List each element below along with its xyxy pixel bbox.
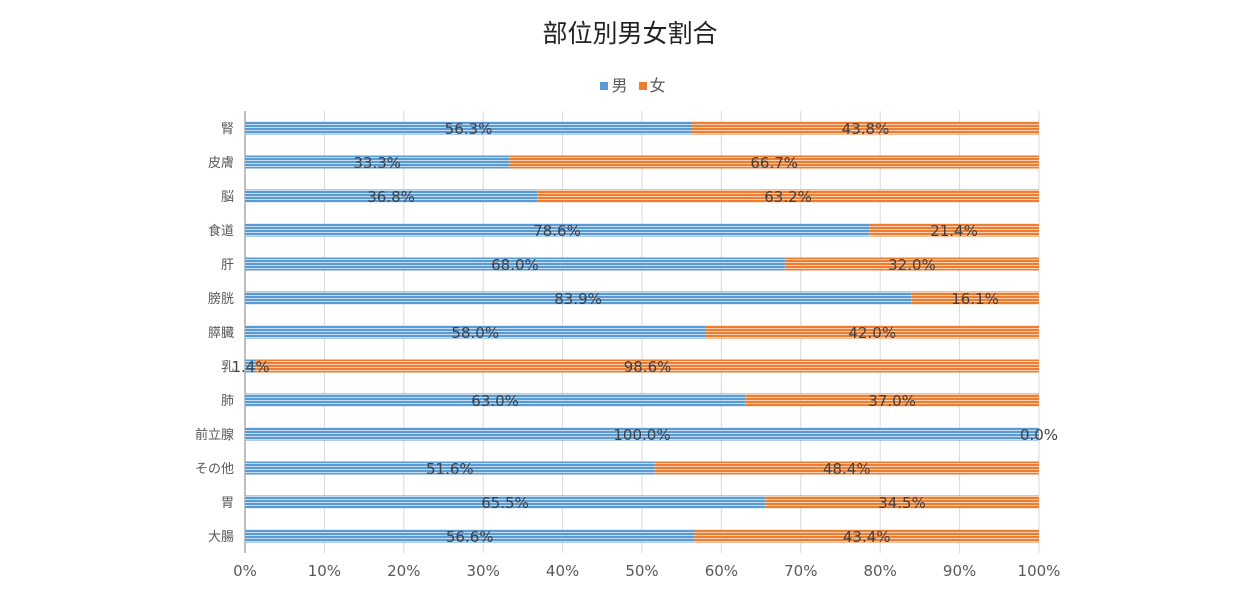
- data-label: 32.0%: [888, 256, 936, 274]
- data-label: 78.6%: [533, 222, 581, 240]
- category-label: 乳: [221, 360, 234, 375]
- bar-segment: [694, 529, 1039, 543]
- bar-segment: [692, 121, 1039, 135]
- bar-segment: [245, 291, 912, 305]
- x-tick-label: 20%: [387, 562, 420, 580]
- bar-segment: [245, 223, 870, 237]
- legend-swatch-male: [600, 82, 609, 90]
- category-label: 皮膚: [208, 155, 234, 171]
- bar-segment: [245, 189, 538, 203]
- data-label: 21.4%: [930, 222, 978, 240]
- category-label: 膀胱: [208, 291, 234, 307]
- bar-segment: [256, 359, 1040, 373]
- data-label: 100.0%: [613, 426, 670, 444]
- data-label: 51.6%: [426, 460, 474, 478]
- category-label: その他: [195, 462, 234, 477]
- legend-label-male: 男: [611, 76, 628, 95]
- bar-segment: [245, 155, 510, 169]
- bar-segment: [245, 121, 693, 135]
- category-label: 前立腺: [195, 427, 234, 443]
- data-label: 0.0%: [1020, 426, 1058, 444]
- category-label: 胃: [221, 496, 234, 511]
- chart-title: 部位別男女割合: [542, 19, 718, 48]
- data-label: 1.4%: [232, 358, 270, 376]
- x-tick-label: 80%: [864, 562, 897, 580]
- data-label: 58.0%: [451, 324, 499, 342]
- x-tick-label: 70%: [784, 562, 817, 580]
- bar-segment: [765, 495, 1039, 509]
- legend: 男 女: [0, 72, 1260, 96]
- x-tick-label: 40%: [546, 562, 579, 580]
- data-label: 16.1%: [951, 290, 999, 308]
- data-label: 63.2%: [764, 188, 812, 206]
- x-tick-label: 50%: [625, 562, 658, 580]
- bar-segment: [245, 461, 655, 475]
- bar-segment: [245, 529, 695, 543]
- data-label: 83.9%: [554, 290, 602, 308]
- legend-label-female: 女: [649, 76, 666, 95]
- legend-swatch-female: [638, 82, 647, 90]
- bar-segment: [245, 427, 1039, 441]
- data-label: 66.7%: [750, 154, 798, 172]
- data-label: 36.8%: [367, 188, 415, 206]
- category-label: 食道: [208, 223, 234, 239]
- data-label: 56.6%: [446, 528, 494, 546]
- bar-segment: [245, 257, 785, 271]
- bar-segment: [911, 291, 1039, 305]
- x-tick-label: 90%: [943, 562, 976, 580]
- bar-segment: [869, 223, 1039, 237]
- x-tick-label: 60%: [705, 562, 738, 580]
- category-label: 肝: [221, 258, 234, 273]
- category-label: 大腸: [208, 530, 234, 545]
- category-label: 腎: [221, 122, 234, 137]
- data-label: 42.0%: [848, 324, 896, 342]
- x-tick-label: 30%: [467, 562, 500, 580]
- category-label: 肺: [221, 394, 234, 409]
- data-label: 43.8%: [842, 120, 890, 138]
- bar-segment: [537, 189, 1039, 203]
- data-label: 33.3%: [353, 154, 401, 172]
- x-tick-label: 0%: [233, 562, 257, 580]
- data-label: 63.0%: [471, 392, 519, 410]
- bar-segment: [745, 393, 1039, 407]
- bar-segment: [245, 325, 706, 339]
- x-tick-label: 10%: [308, 562, 341, 580]
- data-label: 34.5%: [878, 494, 926, 512]
- bar-segment: [245, 359, 257, 373]
- data-label: 56.3%: [445, 120, 493, 138]
- category-label: 脳: [221, 190, 234, 205]
- bar-segment: [654, 461, 1039, 475]
- data-label: 68.0%: [491, 256, 539, 274]
- bar-segment: [705, 325, 1039, 339]
- data-label: 48.4%: [823, 460, 871, 478]
- data-label: 43.4%: [843, 528, 891, 546]
- data-label: 98.6%: [624, 358, 672, 376]
- x-tick-label: 100%: [1018, 562, 1061, 580]
- bar-segment: [784, 257, 1039, 271]
- bar-segment: [509, 155, 1040, 169]
- bar-segment: [245, 393, 746, 407]
- category-label: 膵臓: [208, 326, 234, 341]
- bar-segment: [245, 495, 766, 509]
- data-label: 37.0%: [868, 392, 916, 410]
- data-label: 65.5%: [481, 494, 529, 512]
